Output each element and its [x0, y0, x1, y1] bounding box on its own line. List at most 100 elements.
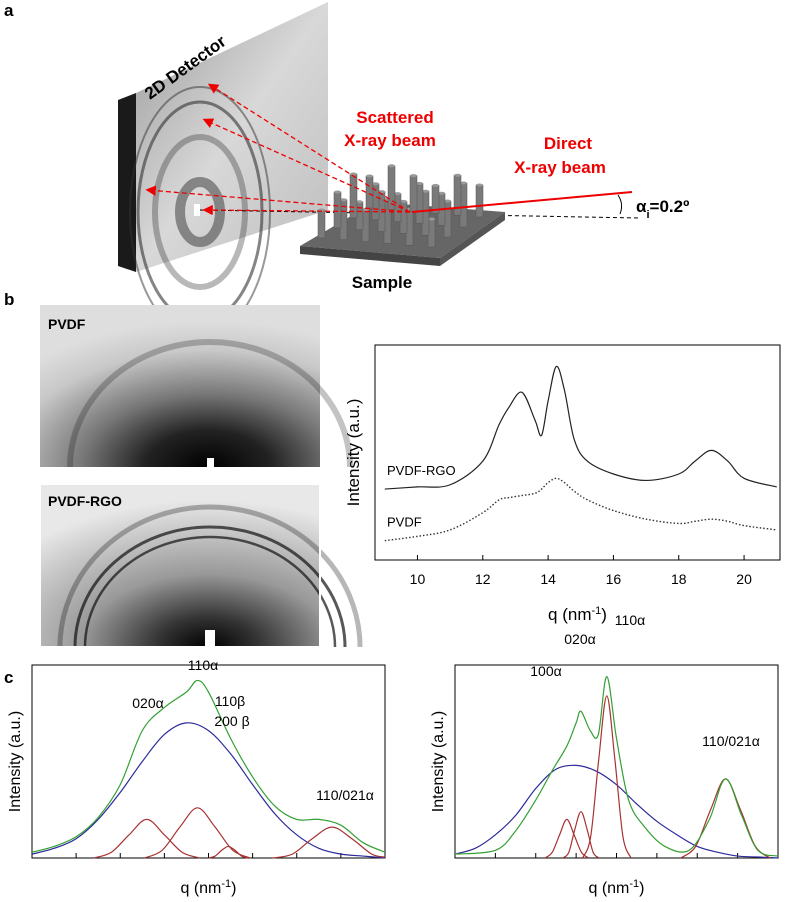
sample-edge [300, 246, 440, 266]
curve [93, 818, 200, 859]
pillar [365, 175, 374, 209]
x-axis-label-text: ) [639, 880, 644, 897]
panel-label: c [4, 668, 13, 687]
pillar-top [340, 198, 347, 202]
plot-frame [454, 664, 779, 859]
sample-label: Sample [352, 273, 412, 292]
beam-stop [207, 458, 214, 467]
pillar-top [366, 174, 373, 178]
pillar [333, 191, 342, 229]
x-tick-label: 18 [671, 571, 687, 587]
annotation: 110β [215, 693, 245, 709]
pattern-rings [57, 339, 363, 648]
annotation: 110α [615, 612, 645, 628]
angle-label: αi=0.2º [636, 197, 689, 221]
pillar-top [476, 183, 483, 187]
scattered-label: X-ray beam [344, 131, 436, 150]
detector-face [136, 2, 328, 272]
direct-label: Direct [544, 134, 593, 153]
beam-stop [205, 630, 215, 647]
pillar-top [400, 199, 407, 203]
pillar-top [394, 192, 401, 196]
plot-frame [31, 664, 386, 859]
pillar-top [388, 164, 395, 168]
charts: 10 12 14 16 18 20q (nm-1)Intensity (a.u.) PVDF… [7, 344, 781, 897]
annotation: 100α [530, 663, 561, 679]
scattered-beams [145, 83, 411, 216]
curve [144, 807, 251, 859]
pillar-top [334, 190, 341, 194]
pillar-top [372, 182, 379, 186]
pillar [453, 174, 462, 216]
series-label: PVDF [387, 515, 422, 530]
x-axis-label-text: ) [231, 880, 236, 897]
x-axis-label-text: q (nm [180, 880, 221, 897]
series-label: PVDF-RGO [387, 463, 456, 478]
curve [272, 826, 386, 859]
direct-beam [411, 191, 633, 213]
y-axis-label: Intensity (a.u.) [344, 399, 363, 507]
panel-label: a [4, 1, 14, 20]
scattered-label: Scattered [356, 108, 433, 127]
sample-edge [440, 212, 505, 266]
x-axis-label-text: ) [601, 605, 607, 624]
curve [31, 722, 386, 859]
annotation: 020α [564, 631, 595, 647]
panel-label: b [4, 290, 14, 309]
x-tick-label: 16 [606, 571, 622, 587]
pillar [409, 175, 418, 212]
image-frame [39, 483, 321, 648]
pillar-top [460, 181, 467, 185]
pillar-top [422, 189, 429, 193]
curve [454, 764, 779, 859]
annotation: 110/021α [702, 733, 760, 749]
angle-subscript: i [646, 209, 649, 221]
direct-label: X-ray beam [514, 158, 606, 177]
x-tick-label: 12 [475, 571, 491, 587]
pattern-image [40, 305, 320, 467]
angle-value: =0.2º [650, 197, 690, 216]
x-axis-label-text: q (nm [588, 880, 629, 897]
detector-side [118, 93, 136, 272]
pattern-image [40, 484, 320, 647]
x-axis-label-sup: -1 [592, 605, 602, 617]
annotation: 020α [132, 695, 163, 711]
beam-stop [194, 204, 200, 216]
pillar-top [444, 199, 451, 203]
curve [384, 365, 777, 490]
curve [454, 675, 779, 857]
x-tick-label: 20 [736, 571, 752, 587]
curve [31, 679, 386, 853]
x-axis-label: q (nm-1) [180, 878, 236, 897]
plot-frame [374, 344, 781, 561]
pillar-top [416, 181, 423, 185]
curve [208, 845, 249, 859]
pillar-top [438, 191, 445, 195]
curve [544, 818, 590, 859]
annotation: 110α [188, 657, 218, 673]
pillar [475, 184, 484, 218]
pillar-top [350, 172, 357, 176]
angle-symbol: α [636, 197, 647, 216]
x-axis-label: q (nm-1) [588, 878, 644, 897]
pillar [317, 209, 326, 239]
x-axis-label-sup: -1 [629, 878, 639, 890]
image-label: PVDF [48, 316, 86, 332]
x-axis-label-sup: -1 [221, 878, 231, 890]
pillar-top [356, 200, 363, 204]
y-axis-label: Intensity (a.u.) [430, 711, 447, 812]
y-axis-label: Intensity (a.u.) [7, 711, 24, 812]
x-tick-label: 10 [410, 571, 426, 587]
x-axis-label-text: q (nm [548, 605, 591, 624]
curve [562, 811, 600, 859]
angle-arc [617, 194, 623, 215]
pillar-top [454, 173, 461, 177]
image-label: PVDF-RGO [48, 493, 122, 509]
curve [582, 695, 632, 859]
annotation: 110/021α [316, 787, 374, 803]
x-tick-label: 14 [540, 571, 556, 587]
curve [384, 477, 777, 542]
pillar-top [432, 183, 439, 187]
annotation: 200 β [214, 713, 249, 729]
